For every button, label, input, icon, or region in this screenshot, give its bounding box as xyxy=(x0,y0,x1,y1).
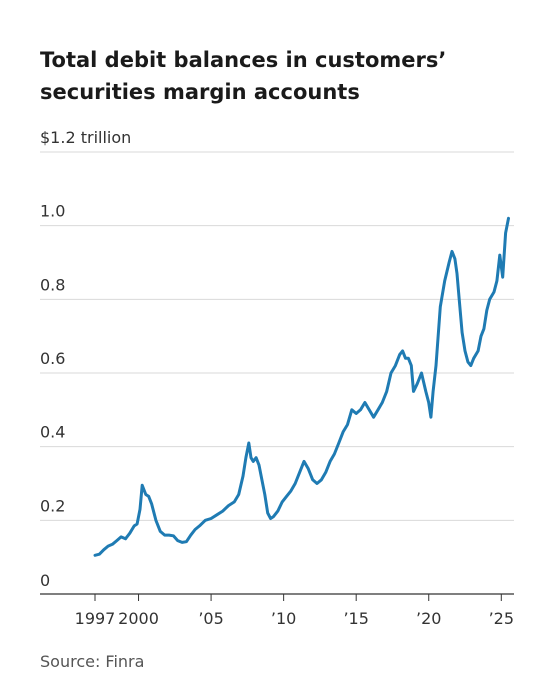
x-tick-label: ’15 xyxy=(343,609,368,628)
y-tick-labels: 0 0.2 0.4 0.6 0.8 1.0 $1.2 trillion xyxy=(40,128,131,590)
source-note: Source: Finra xyxy=(40,652,145,671)
series xyxy=(93,216,510,557)
y-tick-label: 0.8 xyxy=(40,275,65,294)
x-tick-label: ’05 xyxy=(198,609,223,628)
x-tick-label: ’20 xyxy=(416,609,441,628)
gridlines xyxy=(40,151,514,521)
y-tick-label: 0.4 xyxy=(40,423,65,442)
series-line xyxy=(93,216,510,557)
x-tick-label: ’10 xyxy=(271,609,296,628)
x-tick-label: 2000 xyxy=(118,609,159,628)
y-tick-label: 0 xyxy=(40,571,50,590)
y-tick-label: $1.2 trillion xyxy=(40,128,131,147)
y-tick-label: 0.2 xyxy=(40,496,65,515)
chart-title: Total debit balances in customers’ secur… xyxy=(40,48,447,104)
x-tick-labels: 1997 2000 ’05 ’10 ’15 ’20 ’25 xyxy=(75,594,514,628)
y-tick-label: 0.6 xyxy=(40,349,65,368)
y-tick-label: 1.0 xyxy=(40,202,65,221)
x-tick-label: 1997 xyxy=(75,609,116,628)
x-tick-label: ’25 xyxy=(489,609,514,628)
